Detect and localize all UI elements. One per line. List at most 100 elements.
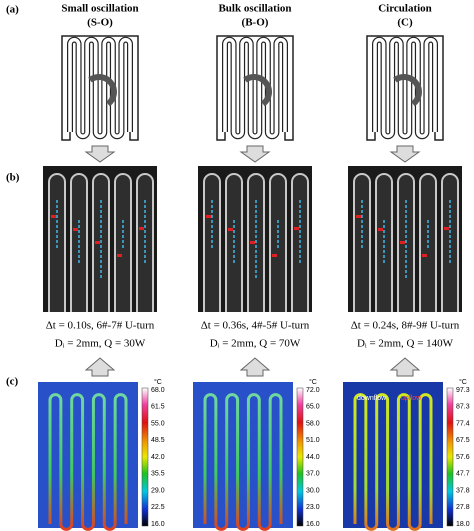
arrow [239, 357, 271, 377]
tube [136, 173, 154, 312]
caption: Δt = 0.36s, 4#-5# U-turn [201, 320, 310, 332]
flow-arrow [88, 74, 117, 107]
tube [291, 173, 309, 312]
tube [70, 173, 88, 312]
scale-label: 22.5 [151, 504, 165, 511]
arrow [389, 145, 421, 163]
caption: Dᵢ = 2mm, Q = 70W [210, 338, 301, 350]
column-code: (C) [397, 17, 413, 29]
arrow [84, 145, 116, 163]
panel-label: (c) [6, 376, 19, 388]
scale-label: 55.0 [151, 420, 165, 427]
caption: Dᵢ = 2mm, Q = 140W [357, 338, 454, 350]
scale-label: 65.0 [306, 404, 320, 411]
thermal-pipe [353, 393, 433, 531]
scale-label: 37.0 [306, 471, 320, 478]
scale-label: 35.5 [151, 471, 165, 478]
tube [48, 173, 66, 312]
column-title: Small oscillation [61, 3, 138, 15]
thermal-pipe [48, 393, 128, 531]
frame [216, 35, 294, 141]
scale-label: 61.5 [151, 404, 165, 411]
scale-label: 44.0 [306, 454, 320, 461]
scale-label: 16.0 [306, 521, 320, 528]
column-code: (S-O) [87, 17, 113, 29]
marker [95, 241, 100, 244]
marker [206, 215, 211, 218]
tube [375, 173, 393, 312]
tube [92, 173, 110, 312]
marker [294, 227, 299, 230]
column-title: Bulk oscillation [218, 3, 291, 15]
scale-label: 30.0 [306, 487, 320, 494]
thermal-image [343, 382, 443, 528]
scale-label: 37.8 [456, 487, 470, 494]
caption: Δt = 0.10s, 6#-7# U-turn [46, 320, 155, 332]
tube [397, 173, 415, 312]
colorbar [446, 387, 454, 527]
arrow [84, 357, 116, 377]
scale-label: 72.0 [306, 387, 320, 394]
scale-label: 42.0 [151, 454, 165, 461]
scale-label: 97.3 [456, 387, 470, 394]
scale-label: 48.5 [151, 437, 165, 444]
thermal-image [193, 382, 293, 528]
thermal-pipe [203, 393, 283, 531]
scale-label: 29.0 [151, 487, 165, 494]
tube [269, 173, 287, 312]
colorbar [141, 387, 149, 527]
scale-label: 67.5 [456, 437, 470, 444]
channel-inner [223, 37, 287, 139]
unit: °C [309, 378, 317, 386]
scale-label: 57.6 [456, 454, 470, 461]
marker [444, 227, 449, 230]
tube [225, 173, 243, 312]
column-code: (B-O) [242, 17, 269, 29]
column-title: Circulation [378, 3, 432, 15]
flow-arrow [243, 74, 272, 107]
annotation: downflow [357, 395, 387, 402]
tube [203, 173, 221, 312]
scale-label: 58.0 [306, 420, 320, 427]
channel-inner [373, 37, 437, 139]
caption: Δt = 0.24s, 8#-9# U-turn [351, 320, 460, 332]
marker [73, 228, 78, 231]
scale-label: 23.0 [306, 504, 320, 511]
marker [51, 215, 56, 218]
panel-label: (b) [6, 172, 20, 184]
channel-inner [68, 37, 132, 139]
colorbar [296, 387, 304, 527]
scale-label: 77.4 [456, 420, 470, 427]
scale-label: 16.0 [151, 521, 165, 528]
marker [139, 227, 144, 230]
marker [356, 215, 361, 218]
annotation: upflow [401, 395, 422, 402]
scale-label: 27.8 [456, 504, 470, 511]
scale-label: 18.0 [456, 521, 470, 528]
thermal-image [38, 382, 138, 528]
tube [247, 173, 265, 312]
marker [228, 228, 233, 231]
scale-label: 51.0 [306, 437, 320, 444]
unit: °C [154, 378, 162, 386]
marker [378, 228, 383, 231]
tube [419, 173, 437, 312]
caption: Dᵢ = 2mm, Q = 30W [55, 338, 146, 350]
scale-label: 68.0 [151, 387, 165, 394]
arrow [389, 357, 421, 377]
unit: °C [459, 378, 467, 386]
marker [400, 241, 405, 244]
panel-label: (a) [6, 4, 19, 16]
arrow [239, 145, 271, 163]
frame [61, 35, 139, 141]
marker [250, 241, 255, 244]
scale-label: 87.3 [456, 404, 470, 411]
tube [353, 173, 371, 312]
marker [117, 254, 122, 257]
marker [272, 254, 277, 257]
tube [114, 173, 132, 312]
marker [422, 254, 427, 257]
tube [441, 173, 459, 312]
